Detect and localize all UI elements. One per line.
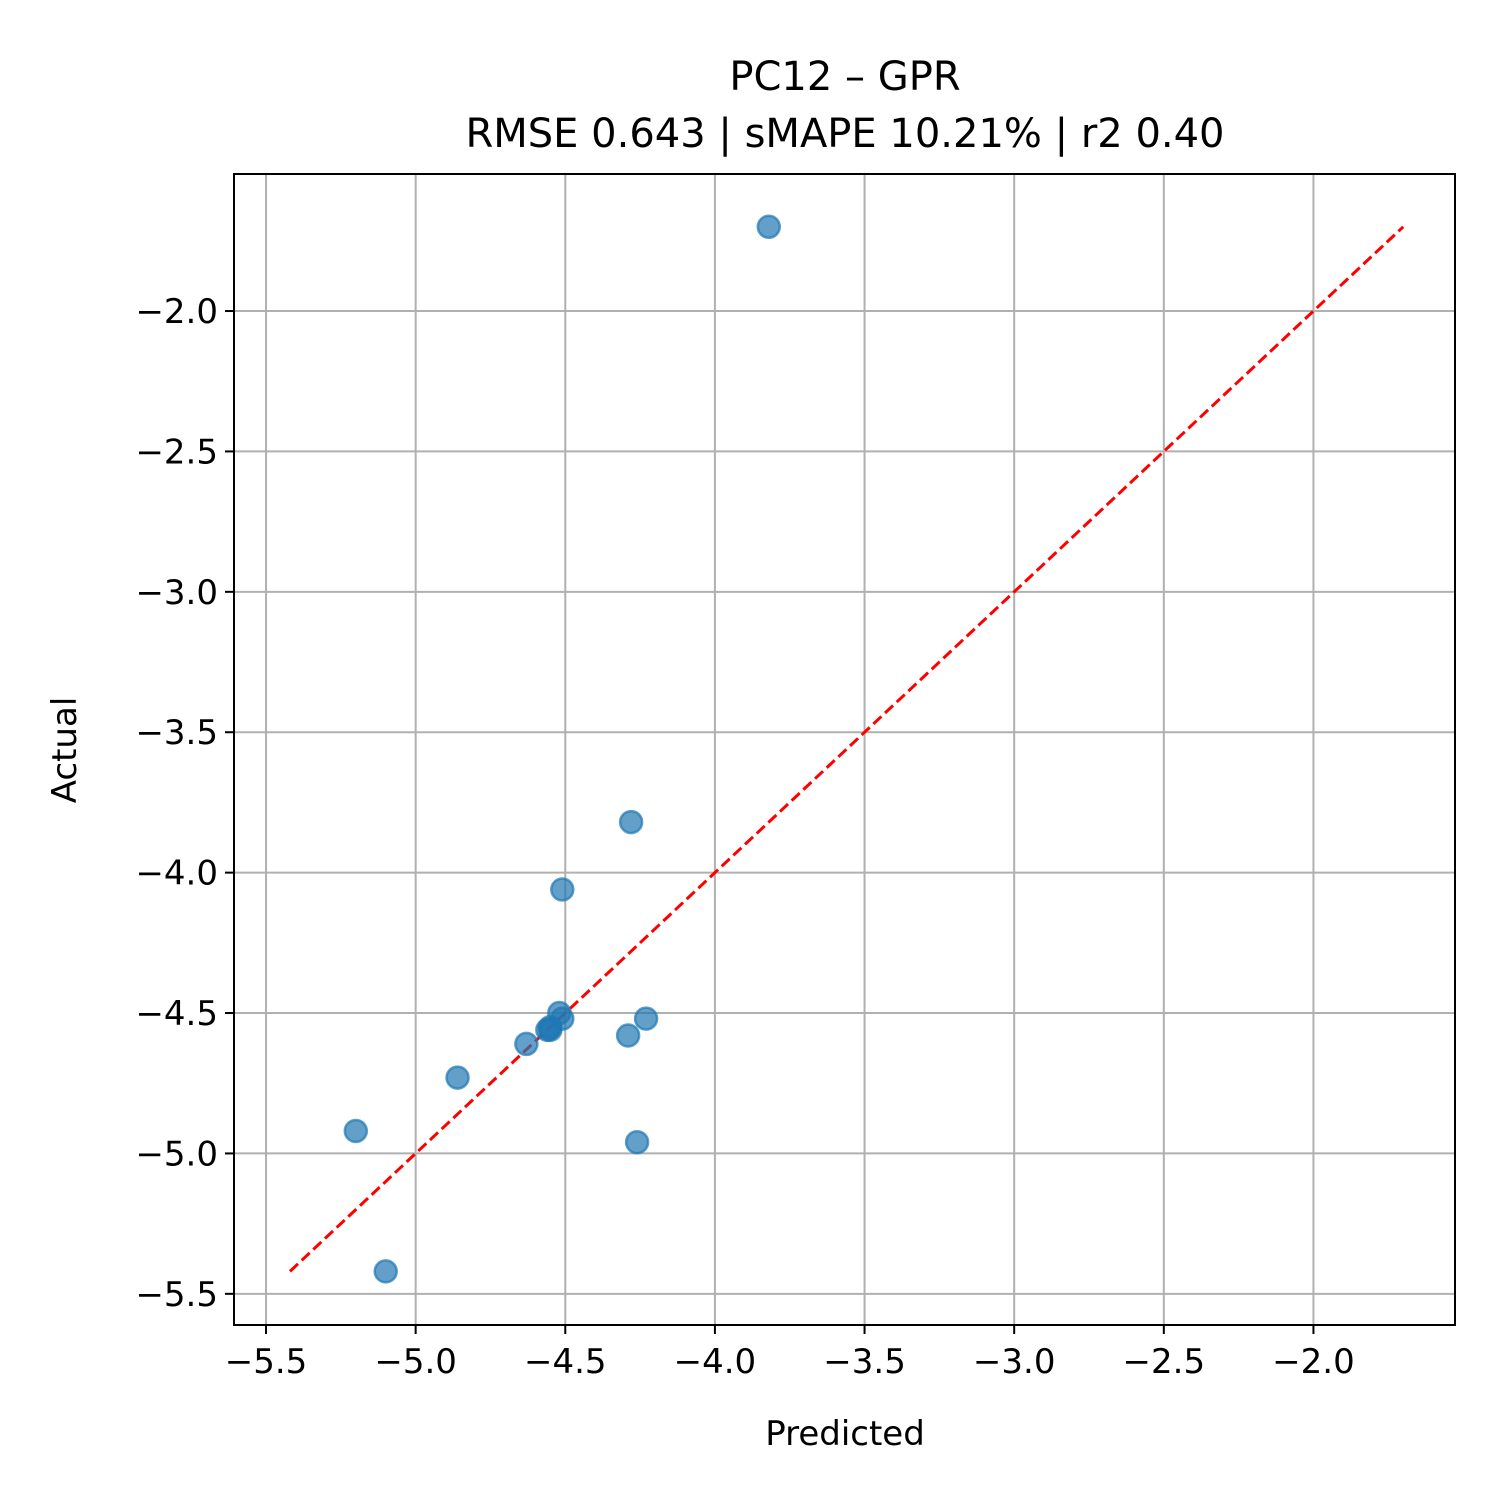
data-point — [373, 1259, 398, 1284]
data-point — [550, 877, 575, 902]
data-point — [618, 809, 644, 835]
y-tick-label: −3.0 — [135, 573, 218, 613]
data-point — [445, 1065, 470, 1090]
chart-subtitle: RMSE 0.643 | sMAPE 10.21% | r2 0.40 — [465, 111, 1224, 157]
x-tick-label: −5.0 — [374, 1342, 457, 1382]
grid — [234, 174, 1455, 1325]
x-tick-label: −5.5 — [225, 1342, 308, 1382]
x-tick-label: −2.0 — [1272, 1342, 1355, 1382]
x-tick-label: −2.5 — [1123, 1342, 1206, 1382]
y-tick-label: −3.5 — [135, 713, 218, 753]
data-point — [756, 214, 782, 240]
y-tick-label: −4.5 — [135, 994, 218, 1034]
data-point — [514, 1031, 539, 1057]
x-tick-label: −4.0 — [674, 1342, 757, 1382]
y-tick-label: −5.5 — [135, 1275, 218, 1315]
y-axis-label: Actual — [45, 697, 85, 804]
axis-ticks: −5.5 −5.0 −4.5 −4.0 −3.5 −3.0 −2.5 −2.0 −2.0 −2.5… — [135, 292, 1354, 1382]
data-point — [624, 1129, 650, 1155]
y-tick-label: −2.0 — [135, 292, 218, 332]
plot-frame — [233, 173, 1456, 1326]
chart-title: PC12 – GPR — [729, 54, 960, 100]
data-points — [343, 214, 782, 1284]
data-point — [343, 1118, 369, 1144]
data-point — [633, 1006, 659, 1031]
data-point — [538, 1017, 563, 1043]
reference-line-group — [288, 225, 1405, 1273]
data-point — [615, 1023, 641, 1048]
x-tick-label: −3.5 — [823, 1342, 906, 1382]
x-tick-label: −3.0 — [973, 1342, 1056, 1382]
y-tick-label: −4.0 — [135, 854, 218, 894]
y-tick-label: −2.5 — [135, 432, 218, 472]
reference-line — [288, 225, 1405, 1273]
x-axis-label: Predicted — [765, 1414, 925, 1454]
x-tick-label: −4.5 — [524, 1342, 607, 1382]
y-tick-label: −5.0 — [135, 1134, 218, 1174]
